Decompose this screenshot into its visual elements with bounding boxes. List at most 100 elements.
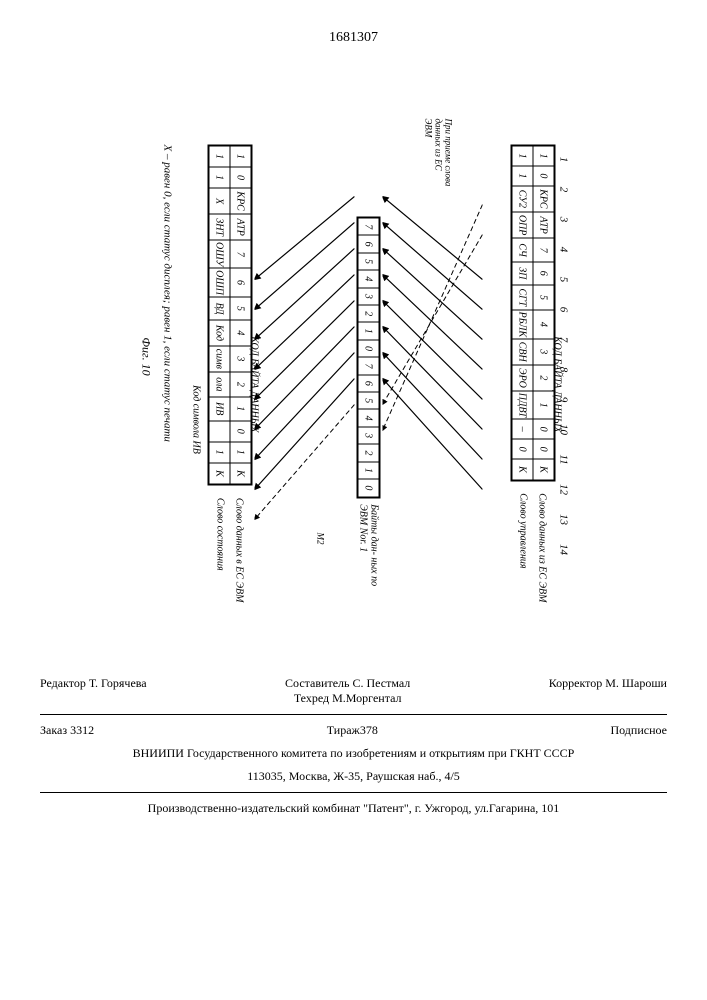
addr1: 113035, Москва, Ж-35, Раушская наб., 4/5 [40,765,667,788]
cell: 1 [511,146,533,166]
brace-label-bot-bot: Код символа ИВ [190,335,201,505]
cell: 6 [357,235,379,252]
col-num: 3 [557,205,569,235]
top-row-labels: Слово данных из ЕС ЭВМ Слово управления [518,487,548,596]
middle-table-label: Байты дан- ных по ЭВМ Nor. 1 [357,504,379,596]
x-note: X – равен 0, если статус дисплея; равен … [161,145,173,597]
cell: 0 [230,167,252,188]
cell: РБЛК [511,310,533,339]
mid-row: 7 6 5 4 3 2 1 0 7 6 5 4 3 2 1 0 [357,218,379,498]
bottom-brace: КОД БАЙТА ДАННЫХ Код символа ИВ [179,145,205,565]
top-bit-table: 1 0 КРС АТР 7 6 5 4 3 2 1 0 0 К 1 1 СУ2 … [510,145,555,482]
cell: ИВ [208,397,230,421]
top-row2: 1 1 СУ2 ОПР СЧ ЗП СГТ РБЛК СВН ЭРО ПДВТ … [511,146,533,481]
cell: ола [208,372,230,396]
cell: СВН [511,339,533,365]
cell: ЗП [511,262,533,285]
subscription: Подписное [610,723,667,738]
patent-number: 1681307 [40,30,667,46]
cell: 2 [357,444,379,461]
cell: ЭРО [511,365,533,391]
cell: 1 [533,146,555,166]
col-num: 14 [557,535,569,565]
bot-row2-label: Слово состояния [215,498,226,603]
colophon-row1: Редактор Т. Горячева Составитель С. Пест… [40,672,667,710]
top-row1-label: Слово данных из ЕС ЭВМ [537,493,548,602]
diagram-wrapper: 1 2 3 4 5 6 7 8 9 10 11 12 13 14 1 0 КРС… [40,71,667,632]
brace-label-top: КОД БАЙТА ДАННЫХ [551,265,562,505]
cell: 3 [357,288,379,305]
cell: СГТ [511,285,533,310]
cell: ОШП [208,268,230,296]
cell: К [208,463,230,485]
cell: ПДВТ [511,391,533,419]
cell: 1 [357,462,379,479]
cell: СЧ [511,238,533,261]
col-num: 2 [557,175,569,205]
bot-row2: 1 1 Х ЗНТ ОШУ ОШП ВД Код симв ола ИВ 1 К [208,146,230,485]
arrows-svg-top [382,145,482,565]
middle-bit-table: 7 6 5 4 3 2 1 0 7 6 5 4 3 2 1 0 [356,217,380,499]
cell: Х [208,188,230,214]
order: Заказ 3312 [40,723,94,738]
cell: 2 [357,305,379,322]
m2-label: М2 [314,533,324,545]
cell: 1 [230,146,252,167]
cell: 1 [357,322,379,339]
cell: 1 [511,166,533,186]
cell: ОПР [511,212,533,238]
bottom-bit-table: 1 0 КРС АТР 7 6 5 4 3 2 1 0 1 К 1 1 Х ЗН… [207,145,252,486]
arrows-top: При приеме слова данных из ЕС ЭВМ [382,145,482,565]
cell: 4 [357,409,379,426]
cell: КРС [230,188,252,214]
org2: Производственно-издательский комбинат "П… [40,797,667,820]
cell: 0 [357,479,379,497]
compiler-tehred: Составитель С. Пестмал Техред М.Моргента… [285,676,410,706]
col-num: 4 [557,235,569,265]
corrector: Корректор М. Шароши [549,676,667,706]
cell: 7 [357,357,379,374]
cell: АТР [533,212,555,238]
cell: СУ2 [511,186,533,212]
cell [208,421,230,442]
cell: ВД [208,297,230,321]
editor: Редактор Т. Горячева [40,676,147,706]
cell: 1 [208,442,230,463]
cell: Код [208,320,230,345]
colophon: Редактор Т. Горячева Составитель С. Пест… [40,672,667,820]
divider1 [40,714,667,715]
cell: 0 [357,340,379,357]
cell: КРС [533,186,555,212]
middle-table-block: 7 6 5 4 3 2 1 0 7 6 5 4 3 2 1 0 Байты да… [354,189,382,597]
cell: 7 [357,218,379,236]
col-num: 13 [557,505,569,535]
cell: ОШУ [208,240,230,268]
cell: 1 [208,146,230,167]
cell: 0 [511,439,533,459]
cell: 7 [533,238,555,261]
diagram: 1 2 3 4 5 6 7 8 9 10 11 12 13 14 1 0 КРС… [138,117,569,597]
arrows-svg-bottom [254,145,354,565]
cell: 6 [357,375,379,392]
tirage: Тираж378 [327,723,378,738]
col-num: 1 [557,145,569,175]
cell: 5 [357,392,379,409]
brace-label-bot-top: КОД БАЙТА ДАННЫХ [248,265,259,505]
bottom-table-block: 1 0 КРС АТР 7 6 5 4 3 2 1 0 1 К 1 1 Х ЗН… [205,117,254,597]
cell: 1 [208,167,230,188]
top-brace: КОД БАЙТА ДАННЫХ [482,145,508,565]
cell: АТР [230,214,252,240]
org1: ВНИИПИ Государственного комитета по изоб… [40,742,667,765]
bot-row1-label: Слово данных в ЕС ЭВМ [234,498,245,603]
divider2 [40,792,667,793]
cell: – [511,419,533,439]
arrows-bottom: М2 [254,145,354,565]
top-row2-label: Слово управления [518,493,529,602]
cell: симв [208,346,230,373]
cell: 4 [357,270,379,287]
top-table-block: 1 0 КРС АТР 7 6 5 4 3 2 1 0 0 К 1 1 СУ2 … [508,117,557,597]
figure-caption: Фиг. 10 [138,117,153,597]
cell: К [511,459,533,480]
bottom-row-labels: Слово данных в ЕС ЭВМ Слово состояния [215,492,245,597]
cell: ЗНТ [208,214,230,240]
